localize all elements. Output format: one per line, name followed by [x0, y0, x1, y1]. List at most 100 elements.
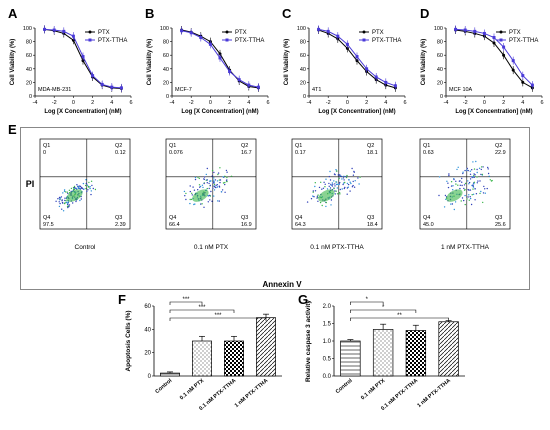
- data-point-ttha: [199, 36, 203, 40]
- event-dot: [317, 194, 319, 196]
- event-dot: [464, 203, 466, 206]
- event-dot: [213, 189, 216, 191]
- event-dot: [85, 179, 87, 181]
- data-point-ttha: [384, 80, 388, 84]
- data-point-ptx: [71, 38, 75, 42]
- event-dot: [334, 193, 336, 195]
- x-axis-label: Log [X Concentration] (nM): [455, 109, 532, 115]
- event-dot: [457, 184, 459, 186]
- event-dot: [73, 188, 76, 191]
- data-point-ttha: [365, 67, 369, 71]
- event-dot: [457, 166, 459, 168]
- event-dot: [331, 185, 334, 187]
- event-dot: [213, 195, 215, 197]
- event-dot: [203, 176, 206, 178]
- event-dot: [325, 178, 327, 180]
- y-tick-label: 0: [166, 94, 169, 100]
- event-dot: [466, 198, 468, 200]
- event-dot: [484, 192, 486, 194]
- event-dot: [213, 171, 215, 174]
- event-dot: [65, 200, 67, 202]
- event-dot: [59, 202, 61, 205]
- event-dot: [209, 199, 211, 201]
- legend-label-ptx: PTX: [98, 30, 110, 36]
- event-dot: [208, 187, 210, 190]
- legend-label-ptx: PTX: [372, 30, 384, 36]
- density-core: [66, 189, 83, 202]
- event-dot: [486, 187, 488, 190]
- event-dot: [202, 186, 204, 189]
- event-dot: [357, 177, 359, 179]
- event-dot: [354, 180, 356, 182]
- data-point-ttha: [247, 83, 251, 87]
- event-dot: [336, 187, 338, 189]
- event-dot: [334, 190, 336, 192]
- event-dot: [352, 174, 355, 176]
- data-point-ttha: [119, 86, 123, 90]
- event-dot: [450, 185, 453, 187]
- y-tick-label: 0: [29, 94, 32, 100]
- event-dot: [443, 206, 446, 208]
- event-dot: [334, 183, 336, 185]
- event-dot: [209, 180, 211, 182]
- event-dot: [469, 173, 472, 175]
- event-dot: [314, 185, 316, 188]
- category-label: 0.1 nM PTX-TTHA: [380, 378, 419, 412]
- q3-name: Q3: [115, 215, 122, 221]
- event-dot: [474, 188, 476, 190]
- event-dot: [203, 182, 205, 185]
- y-tick-label: 80: [163, 40, 169, 46]
- event-dot: [468, 183, 470, 185]
- event-dot: [328, 185, 330, 187]
- event-dot: [338, 177, 340, 180]
- category-label: 1 nM PTX-TTHA: [234, 378, 269, 409]
- q1-name: Q1: [423, 143, 430, 149]
- event-dot: [211, 175, 213, 177]
- event-dot: [73, 185, 76, 188]
- event-dot: [347, 183, 350, 186]
- event-dot: [217, 172, 220, 174]
- event-dot: [358, 183, 360, 185]
- event-dot: [206, 187, 208, 190]
- event-dot: [342, 183, 344, 186]
- significance-label: **: [397, 313, 402, 319]
- data-point-ttha: [100, 82, 104, 86]
- event-dot: [476, 182, 478, 184]
- event-dot: [222, 182, 225, 184]
- event-dot: [216, 186, 219, 188]
- event-dot: [438, 176, 441, 178]
- event-dot: [206, 182, 208, 184]
- event-dot: [345, 175, 347, 178]
- category-label: 0.1 nM PTX: [360, 378, 387, 402]
- significance-bracket: [169, 301, 203, 305]
- event-dot: [312, 191, 314, 193]
- q1-value: 0: [43, 150, 46, 156]
- data-point-ttha: [62, 29, 66, 33]
- data-point-ttha: [355, 55, 359, 59]
- legend-marker-ptx: [362, 30, 366, 34]
- event-dot: [475, 160, 477, 163]
- q4-value: 45.0: [423, 222, 434, 228]
- event-dot: [59, 199, 61, 201]
- event-dot: [468, 189, 470, 191]
- event-dot: [79, 199, 81, 202]
- event-dot: [489, 179, 491, 181]
- data-point-ttha: [454, 27, 458, 31]
- x-tick-label: -4: [444, 100, 449, 106]
- event-dot: [338, 174, 341, 176]
- y-tick-label: 100: [160, 26, 169, 32]
- panel-label-a: A: [8, 6, 18, 21]
- significance-label: ***: [182, 297, 190, 303]
- bar: [372, 329, 394, 377]
- event-dot: [454, 201, 457, 203]
- event-dot: [190, 198, 193, 201]
- event-dot: [73, 186, 76, 189]
- event-dot: [60, 196, 63, 198]
- event-dot: [338, 192, 341, 194]
- event-dot: [320, 181, 322, 183]
- event-dot: [329, 179, 332, 181]
- q4-value: 66.4: [169, 222, 180, 228]
- event-dot: [218, 179, 221, 181]
